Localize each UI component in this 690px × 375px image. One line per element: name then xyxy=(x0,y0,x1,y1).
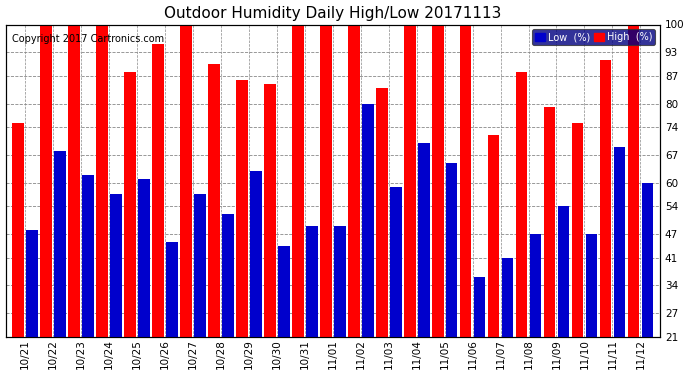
Bar xyxy=(320,24,332,337)
Bar xyxy=(586,234,598,337)
Bar xyxy=(110,194,122,337)
Bar xyxy=(544,108,555,337)
Bar xyxy=(180,24,192,337)
Bar xyxy=(278,246,290,337)
Bar xyxy=(362,104,373,337)
Bar xyxy=(222,214,234,337)
Bar xyxy=(571,123,583,337)
Bar xyxy=(68,24,80,337)
Bar xyxy=(558,206,569,337)
Bar xyxy=(348,24,359,337)
Bar xyxy=(334,226,346,337)
Bar xyxy=(55,151,66,337)
Bar xyxy=(404,24,415,337)
Bar xyxy=(600,60,611,337)
Bar xyxy=(474,278,486,337)
Bar xyxy=(515,72,527,337)
Bar xyxy=(82,175,94,337)
Bar xyxy=(264,84,276,337)
Title: Outdoor Humidity Daily High/Low 20171113: Outdoor Humidity Daily High/Low 20171113 xyxy=(164,6,502,21)
Bar xyxy=(432,24,444,337)
Bar xyxy=(138,178,150,337)
Bar xyxy=(250,171,262,337)
Bar xyxy=(124,72,136,337)
Bar xyxy=(208,64,220,337)
Bar xyxy=(460,24,471,337)
Bar xyxy=(236,80,248,337)
Bar xyxy=(627,24,639,337)
Bar xyxy=(96,24,108,337)
Text: Copyright 2017 Cartronics.com: Copyright 2017 Cartronics.com xyxy=(12,34,164,44)
Bar xyxy=(417,143,429,337)
Bar xyxy=(390,186,402,337)
Bar xyxy=(152,44,164,337)
Bar xyxy=(642,183,653,337)
Bar xyxy=(502,258,513,337)
Bar xyxy=(446,163,457,337)
Bar xyxy=(40,24,52,337)
Bar xyxy=(488,135,500,337)
Bar xyxy=(306,226,317,337)
Legend: Low  (%), High  (%): Low (%), High (%) xyxy=(533,29,655,45)
Bar xyxy=(194,194,206,337)
Bar xyxy=(12,123,24,337)
Bar xyxy=(166,242,178,337)
Bar xyxy=(292,24,304,337)
Bar xyxy=(376,88,388,337)
Bar xyxy=(530,234,542,337)
Bar xyxy=(26,230,38,337)
Bar xyxy=(613,147,625,337)
